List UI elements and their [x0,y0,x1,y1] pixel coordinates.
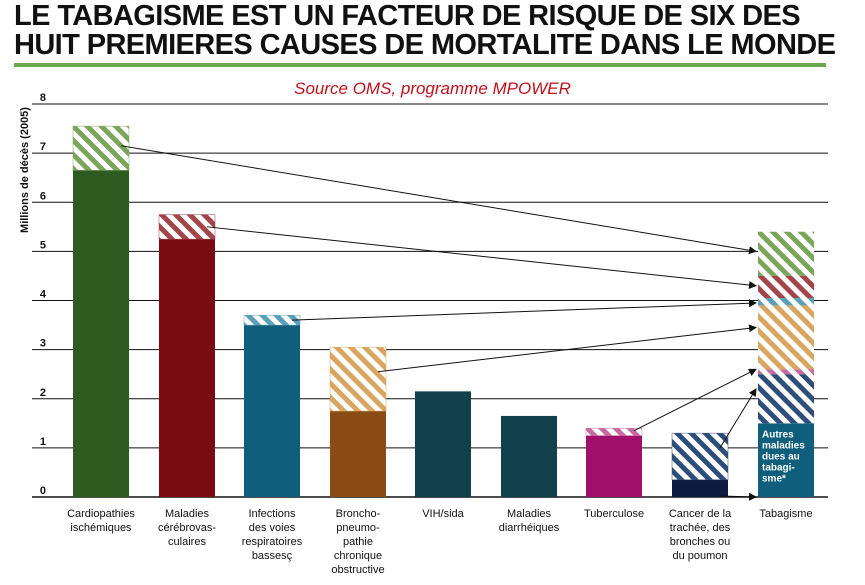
y-tick-label: 8 [40,92,46,104]
x-category-label: Tuberculose [584,508,644,520]
x-category-label: obstructive [331,564,384,576]
title-line-2: HUIT PREMIERES CAUSES DE MORTALITE DANS … [14,29,836,61]
y-tick-label: 1 [40,436,46,448]
tabagisme-annotation-line: dues au [762,451,800,462]
x-category-label: ischémiques [70,522,132,534]
bar-solid [159,239,215,497]
y-tick-label: 4 [40,289,47,301]
x-category-label: Cancer de la [669,508,732,520]
x-category-label: respiratoires [242,536,303,548]
x-category-label: Cardiopathies [67,508,135,520]
attribution-arrow [633,368,757,432]
bar-solid [244,325,300,497]
x-category-label: pneumo- [336,522,380,534]
y-tick-label: 7 [40,141,46,153]
bar-tobacco-segment [585,427,643,436]
x-category-label: cérébrovas- [158,522,216,534]
x-category-label: VIH/sida [422,508,464,520]
bar-solid [330,411,386,497]
x-category-label: Infections [248,508,296,520]
y-tick-label: 6 [40,190,46,202]
attribution-arrow [377,324,757,373]
x-category-label: du poumon [672,550,727,562]
chart-title: LE TABAGISME EST UN FACTEUR DE RISQUE DE… [14,2,854,60]
attribution-arrow [719,492,757,501]
attribution-arrow [120,145,757,255]
bar-solid [586,435,642,497]
y-tick-label: 2 [40,387,46,399]
y-tick-label: 0 [40,485,46,497]
x-category-label: pathie [343,536,373,548]
attribution-arrow [206,226,757,289]
bar-tobacco-segment [243,314,301,326]
tabagisme-segment [758,423,814,497]
x-category-label: culaires [168,536,206,548]
title-underline [14,63,826,67]
x-category-label: Maladies [165,508,210,520]
tabagisme-segment [758,369,814,375]
y-tick-label: 3 [40,338,46,350]
x-category-label: Tabagisme [759,508,812,520]
title-line-1: LE TABAGISME EST UN FACTEUR DE RISQUE DE… [14,0,801,32]
bar-solid [501,415,557,497]
x-category-label: diarrhéiques [499,522,560,534]
bar-solid [415,391,471,497]
bar-tobacco-segment [158,214,216,240]
tabagisme-annotation-line: Autres [762,429,794,440]
tabagisme-segment [758,374,814,424]
tabagisme-annotation-line: maladies [762,440,805,451]
x-category-label: trachée, des [670,522,731,534]
x-category-label: bronches ou [670,536,731,548]
x-category-label: Maladies [507,508,552,520]
bar-solid [73,170,129,497]
bar-tobacco-segment [329,346,387,412]
y-axis-label: Millions de décès (2005) [19,107,31,233]
tabagisme-annotation-line: tabagi- [762,462,795,473]
x-category-label: Broncho- [336,508,381,520]
x-category-label: bassesç [252,550,293,562]
tabagisme-annotation-line: sme* [762,473,786,484]
tabagisme-segment [758,275,814,299]
source-note: Source OMS, programme MPOWER [294,79,571,98]
x-category-label: chronique [334,550,382,562]
tabagisme-segment [758,231,814,276]
tabagisme-segment [758,298,814,306]
bar-solid [672,479,728,497]
bar-tobacco-segment [72,125,130,171]
attribution-arrow [291,299,757,321]
y-tick-label: 5 [40,239,46,251]
bar-tobacco-segment [671,432,729,481]
attribution-arrow [719,388,757,449]
x-category-label: des voies [249,522,296,534]
tabagisme-segment [758,305,814,370]
